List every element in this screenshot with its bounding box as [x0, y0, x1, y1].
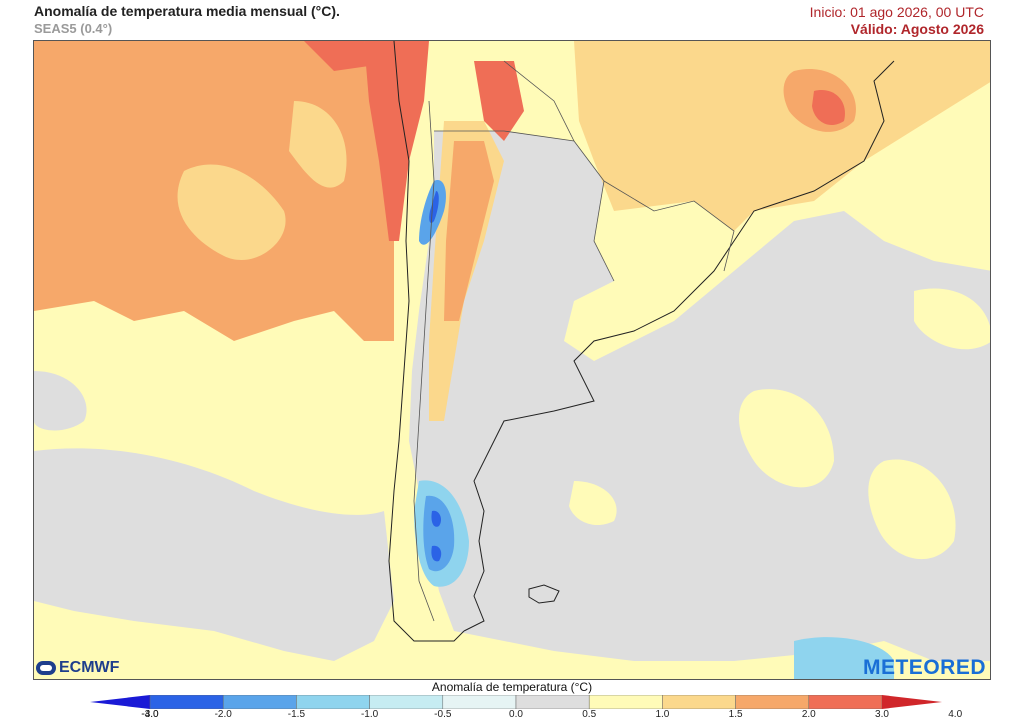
ecmwf-symbol-icon	[36, 661, 56, 675]
bolivia-red-patch	[474, 61, 524, 141]
map-subtitle: SEAS5 (0.4°)	[34, 21, 113, 36]
southeast-cold-patch	[794, 637, 894, 679]
argentina-northern-border	[434, 130, 615, 282]
bolivia-border	[503, 60, 575, 142]
legend-tick-label: -4.0	[141, 709, 159, 720]
patagonia-cold-core-b	[431, 545, 442, 562]
legend-tick-label: 1.5	[728, 709, 743, 720]
ecmwf-logo-text: ECMWF	[59, 659, 120, 676]
andes-orange-strip	[444, 141, 494, 321]
ecmwf-logo: ECMWF	[36, 659, 119, 677]
meteored-logo: METEORED	[862, 656, 986, 679]
legend-tick-label: 1.0	[655, 709, 670, 720]
country-borders	[413, 60, 735, 622]
legend-extend-high	[882, 695, 942, 709]
legend-tick-label: -1.0	[360, 709, 379, 720]
legend-tick-label: -3.0	[141, 709, 159, 720]
argentina-neutral	[409, 131, 990, 661]
legend-tick-label: 0.0	[509, 709, 523, 720]
color-legend	[90, 695, 942, 709]
legend-tick-label: -0.5	[434, 709, 452, 720]
legend-tick-label: 3.0	[875, 709, 889, 720]
init-time: Inicio: 01 ago 2026, 00 UTC	[809, 4, 984, 20]
southwest-neutral-patch	[34, 371, 87, 431]
legend-swatch	[222, 695, 297, 709]
chile-coast-red-strip	[364, 41, 429, 241]
brazil-uruguay-border	[603, 180, 735, 272]
legend-tick-label: 2.0	[801, 709, 816, 720]
patagonia-cold-core-a	[431, 510, 442, 527]
patagonia-cold-mid	[423, 495, 455, 572]
chile-argentina-border	[413, 100, 435, 622]
south-america-west-coast	[388, 41, 465, 642]
anomaly-map	[34, 41, 990, 679]
legend-swatch	[808, 695, 883, 709]
map-panel[interactable]	[33, 40, 991, 680]
valid-time: Válido: Agosto 2026	[850, 21, 984, 37]
legend-swatch	[735, 695, 810, 709]
legend-swatch	[369, 695, 444, 709]
falkland-islands	[528, 584, 560, 604]
legend-tick-label: 4.0	[948, 709, 963, 720]
southeast-brazil-red-patch	[812, 90, 845, 126]
south-pacific-neutral	[34, 448, 394, 661]
legend-swatch	[149, 695, 224, 709]
atlantic-warm-patch-d	[914, 288, 990, 350]
atlantic-warm-patch-a	[739, 389, 834, 488]
legend-extend-low	[90, 695, 150, 709]
legend-title: Anomalía de temperatura (°C)	[431, 680, 593, 694]
paraguay-yellow	[614, 201, 734, 291]
legend-swatch	[442, 695, 517, 709]
legend-swatch	[296, 695, 370, 709]
legend-tick-label: 0.5	[582, 709, 597, 720]
legend-swatch	[515, 695, 590, 709]
pacific-light-patch-b	[289, 101, 347, 188]
legend-swatch	[662, 695, 736, 709]
south-america-east-coast	[463, 60, 895, 632]
coastlines	[388, 41, 895, 642]
atlantic-warm-patch-b	[868, 459, 956, 560]
legend-tick-label: -2.0	[214, 709, 232, 720]
legend-swatch	[588, 695, 663, 709]
atlantic-warm-patch-c	[569, 481, 617, 526]
pacific-light-patch-a	[177, 164, 286, 260]
map-title: Anomalía de temperatura media mensual (°…	[34, 3, 340, 19]
legend-tick-label: -1.5	[287, 709, 306, 720]
brazil-warm-region	[574, 41, 990, 251]
northwest-red-patch	[304, 41, 369, 71]
